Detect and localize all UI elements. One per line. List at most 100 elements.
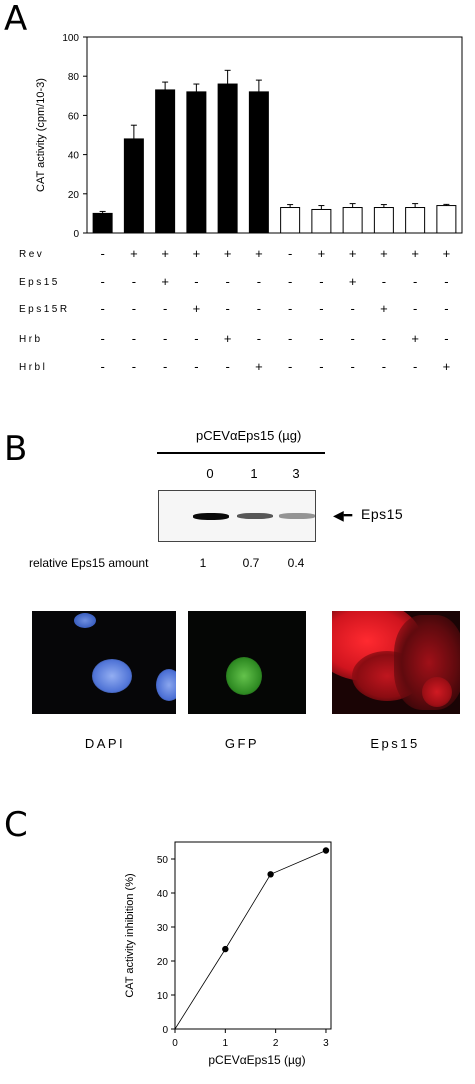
eps15-arrow-icon: ◀━ bbox=[333, 507, 353, 523]
micrograph-dapi bbox=[32, 611, 176, 714]
dose-label: 0 bbox=[206, 466, 214, 481]
dose-label: 1 bbox=[250, 466, 258, 481]
treatment-sign: - bbox=[100, 274, 104, 289]
treatment-sign: - bbox=[413, 274, 417, 289]
x-axis-label: pCEVαEps15 (µg) bbox=[208, 1053, 305, 1067]
y-tick-label: 0 bbox=[73, 229, 79, 240]
dapi-nucleus bbox=[92, 659, 132, 693]
treatment-sign: - bbox=[132, 331, 136, 346]
treatment-sign: + bbox=[161, 246, 169, 261]
treatment-sign: + bbox=[130, 246, 138, 261]
blot-band bbox=[237, 512, 273, 520]
panel-letter-c: C bbox=[4, 805, 28, 845]
treatment-sign: + bbox=[255, 246, 263, 261]
treatment-sign: - bbox=[413, 359, 417, 374]
blot-band bbox=[193, 512, 229, 520]
treatment-sign: - bbox=[288, 301, 292, 316]
treatment-sign: + bbox=[380, 246, 388, 261]
y-tick-label: 40 bbox=[68, 151, 80, 162]
treatment-sign: - bbox=[100, 301, 104, 316]
dapi-nucleus bbox=[74, 613, 96, 628]
treatment-sign: + bbox=[318, 246, 326, 261]
treatment-sign: - bbox=[225, 274, 229, 289]
treatment-row-label: Eps15R bbox=[19, 304, 70, 315]
panel-letter-b: B bbox=[4, 429, 28, 469]
treatment-sign: - bbox=[163, 359, 167, 374]
y-tick-label: 20 bbox=[68, 190, 80, 201]
treatment-sign: - bbox=[194, 274, 198, 289]
treatment-sign: - bbox=[350, 331, 354, 346]
treatment-sign: + bbox=[224, 331, 232, 346]
micrograph-gfp bbox=[188, 611, 306, 714]
data-point bbox=[222, 945, 229, 953]
treatment-sign: - bbox=[257, 274, 261, 289]
y-tick-label: 40 bbox=[157, 889, 169, 900]
data-point bbox=[267, 871, 274, 878]
plot-frame bbox=[174, 841, 332, 1030]
treatment-sign: + bbox=[443, 246, 451, 261]
treatment-sign: - bbox=[194, 331, 198, 346]
treatment-sign: + bbox=[193, 301, 201, 316]
treatment-sign: - bbox=[225, 301, 229, 316]
x-tick-label: 3 bbox=[323, 1038, 329, 1049]
series-line bbox=[174, 850, 327, 1030]
treatment-sign: + bbox=[193, 246, 201, 261]
treatment-sign: + bbox=[411, 331, 419, 346]
relative-amount-value: 0.4 bbox=[287, 556, 305, 570]
treatment-sign: - bbox=[382, 331, 386, 346]
western-header: pCEVαEps15 (µg) bbox=[196, 428, 302, 443]
relative-amount-value: 1 bbox=[199, 556, 207, 570]
treatment-row-label: Eps15 bbox=[19, 277, 60, 288]
x-tick-label: 1 bbox=[223, 1038, 229, 1049]
treatment-sign: - bbox=[288, 274, 292, 289]
relative-amount-value: 0.7 bbox=[242, 556, 260, 570]
plot-frame bbox=[86, 36, 463, 234]
eps15-cell bbox=[422, 677, 452, 707]
western-header-rule bbox=[157, 452, 325, 454]
treatment-sign: + bbox=[380, 301, 388, 316]
panel-letter-a: A bbox=[4, 0, 28, 39]
eps15-arrow-label: Eps15 bbox=[361, 506, 404, 522]
treatment-sign: - bbox=[163, 301, 167, 316]
dapi-nucleus bbox=[156, 669, 176, 701]
relative-amount-label: relative Eps15 amount bbox=[29, 556, 149, 570]
treatment-sign: - bbox=[350, 301, 354, 316]
data-point bbox=[322, 847, 330, 854]
treatment-sign: + bbox=[224, 246, 232, 261]
treatment-sign: - bbox=[132, 274, 136, 289]
y-axis-label: CAT activity inhibition (%) bbox=[124, 873, 136, 997]
treatment-sign: - bbox=[100, 331, 104, 346]
treatment-sign: - bbox=[319, 331, 323, 346]
y-tick-label: 20 bbox=[157, 957, 169, 968]
treatment-sign: - bbox=[319, 359, 323, 374]
micrograph-label: GFP bbox=[224, 736, 260, 751]
dose-label: 3 bbox=[292, 466, 300, 481]
treatment-sign: - bbox=[163, 331, 167, 346]
treatment-sign: - bbox=[288, 331, 292, 346]
treatment-sign: - bbox=[444, 274, 448, 289]
micrograph-label: Eps15 bbox=[370, 736, 420, 751]
x-tick-label: 2 bbox=[273, 1038, 279, 1049]
treatment-sign: - bbox=[444, 301, 448, 316]
treatment-sign: - bbox=[100, 246, 104, 261]
treatment-sign: - bbox=[382, 274, 386, 289]
gfp-nucleus bbox=[226, 657, 262, 695]
y-tick-label: 60 bbox=[68, 111, 80, 122]
treatment-sign: - bbox=[288, 359, 292, 374]
treatment-sign: + bbox=[349, 246, 357, 261]
blot-band bbox=[279, 513, 315, 519]
y-tick-label: 100 bbox=[62, 33, 79, 44]
treatment-row-label: Hrb bbox=[19, 334, 43, 345]
treatment-sign: - bbox=[382, 359, 386, 374]
y-axis-label: CAT activity (cpm/10-3) bbox=[35, 78, 47, 192]
treatment-sign: - bbox=[288, 246, 292, 261]
treatment-sign: + bbox=[443, 359, 451, 374]
treatment-sign: - bbox=[319, 274, 323, 289]
micrograph-label: DAPI bbox=[84, 736, 126, 751]
y-tick-label: 0 bbox=[162, 1025, 168, 1036]
y-tick-label: 80 bbox=[68, 72, 80, 83]
treatment-sign: - bbox=[225, 359, 229, 374]
treatment-sign: - bbox=[413, 301, 417, 316]
treatment-sign: + bbox=[349, 274, 357, 289]
